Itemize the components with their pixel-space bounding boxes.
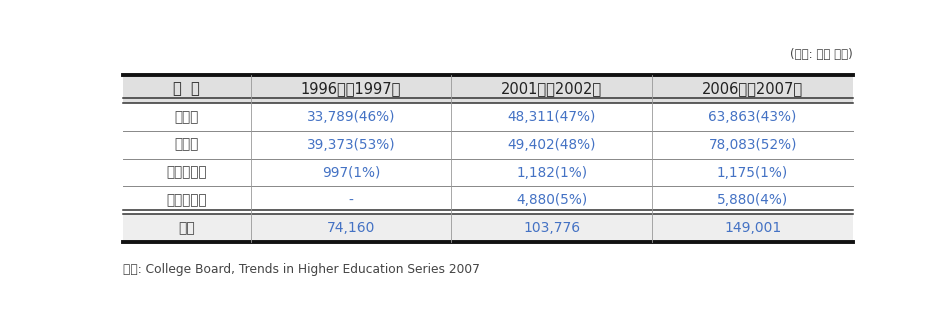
- Bar: [123, 187, 250, 214]
- Text: 융자금: 융자금: [174, 138, 199, 152]
- Text: -: -: [348, 193, 353, 207]
- Text: 2001년～2002년: 2001년～2002년: [502, 81, 603, 97]
- Bar: [451, 214, 652, 242]
- Bar: [652, 75, 853, 103]
- Bar: [250, 75, 451, 103]
- Text: 103,776: 103,776: [524, 221, 581, 235]
- Bar: [652, 103, 853, 131]
- Text: 출처: College Board, Trends in Higher Education Series 2007: 출처: College Board, Trends in Higher Educ…: [123, 263, 480, 276]
- Text: 보조금: 보조금: [174, 110, 199, 124]
- Bar: [123, 159, 250, 187]
- Bar: [123, 131, 250, 159]
- Bar: [451, 75, 652, 103]
- Text: 48,311(47%): 48,311(47%): [507, 110, 596, 124]
- Text: 33,789(46%): 33,789(46%): [307, 110, 395, 124]
- Text: 1,175(1%): 1,175(1%): [717, 166, 788, 179]
- Bar: [652, 187, 853, 214]
- Bar: [250, 103, 451, 131]
- Text: 2006년～2007년: 2006년～2007년: [703, 81, 803, 97]
- Text: 74,160: 74,160: [327, 221, 375, 235]
- Bar: [652, 214, 853, 242]
- Text: 5,880(4%): 5,880(4%): [717, 193, 788, 207]
- Text: 1,182(1%): 1,182(1%): [516, 166, 587, 179]
- Bar: [250, 187, 451, 214]
- Bar: [652, 131, 853, 159]
- Bar: [250, 131, 451, 159]
- Text: 63,863(43%): 63,863(43%): [708, 110, 797, 124]
- Text: (단위: 백만 달러): (단위: 백만 달러): [790, 48, 853, 61]
- Bar: [451, 131, 652, 159]
- Bar: [123, 103, 250, 131]
- Text: 149,001: 149,001: [724, 221, 782, 235]
- Bar: [250, 214, 451, 242]
- Text: 49,402(48%): 49,402(48%): [507, 138, 596, 152]
- Text: 39,373(53%): 39,373(53%): [307, 138, 395, 152]
- Bar: [652, 159, 853, 187]
- Text: 1996년～1997년: 1996년～1997년: [301, 81, 401, 97]
- Text: 4,880(5%): 4,880(5%): [516, 193, 587, 207]
- Bar: [451, 187, 652, 214]
- Bar: [451, 103, 652, 131]
- Bar: [123, 214, 250, 242]
- Text: 997(1%): 997(1%): [322, 166, 380, 179]
- Text: 구  분: 구 분: [173, 81, 200, 97]
- Text: 78,083(52%): 78,083(52%): [708, 138, 797, 152]
- Text: 교육세감면: 교육세감면: [167, 193, 207, 207]
- Bar: [123, 75, 250, 103]
- Bar: [451, 159, 652, 187]
- Text: 근로장학금: 근로장학금: [167, 166, 207, 179]
- Text: 총계: 총계: [178, 221, 195, 235]
- Bar: [250, 159, 451, 187]
